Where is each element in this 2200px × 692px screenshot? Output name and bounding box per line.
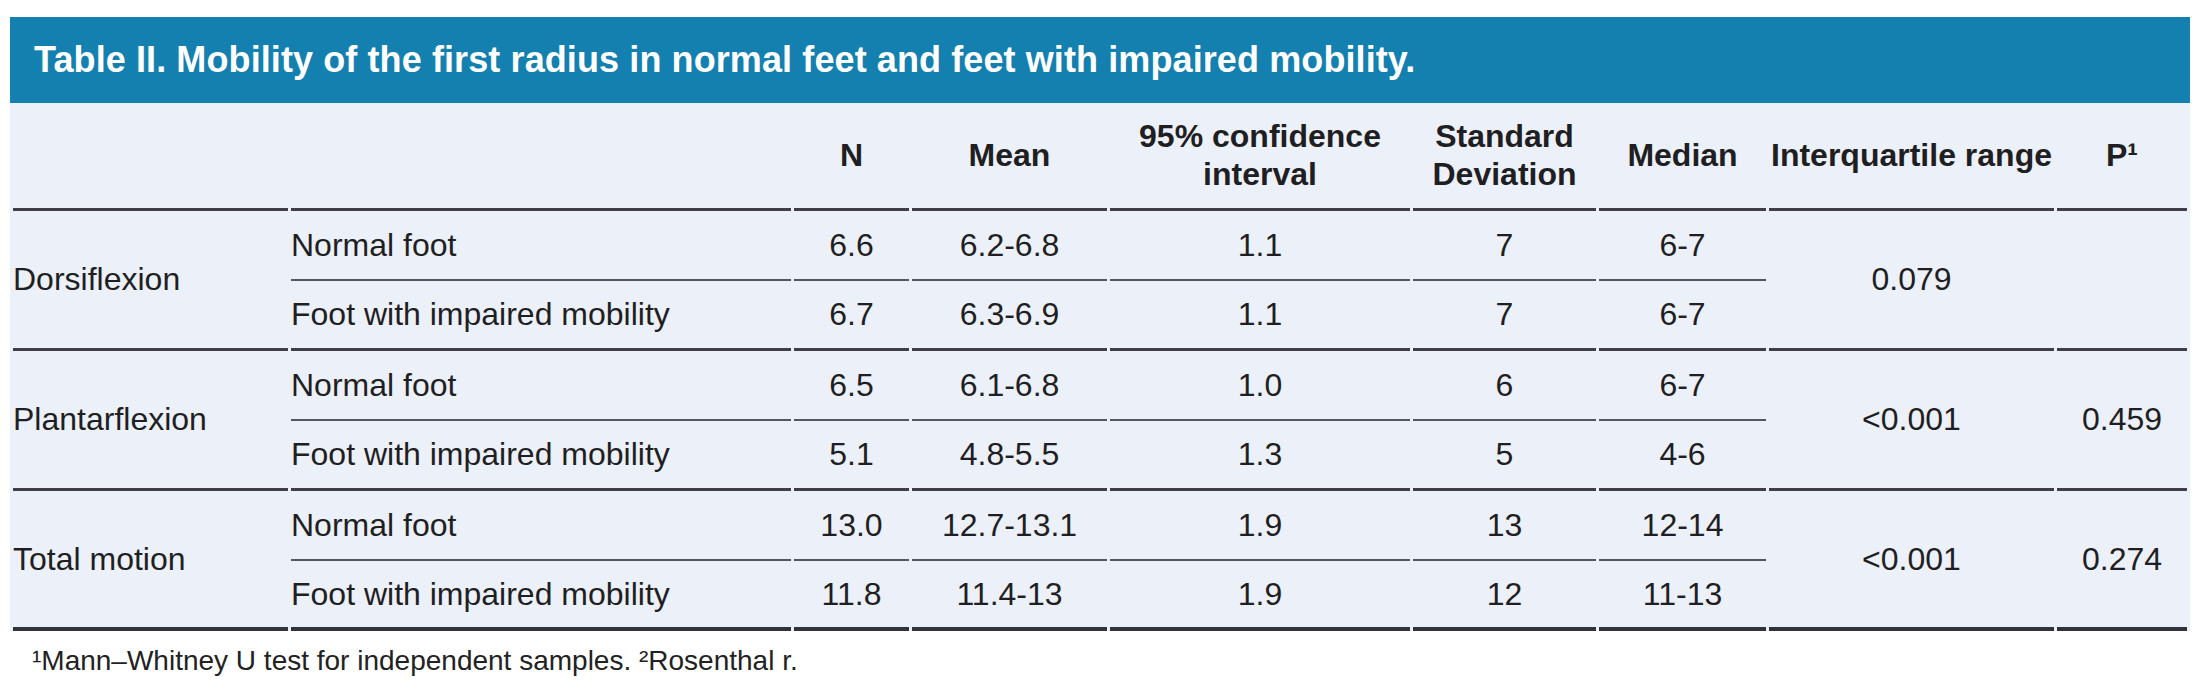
cell-mean: 6.3-6.9 — [912, 281, 1107, 351]
cell-foot-type: Foot with impaired mobility — [291, 561, 791, 631]
cell-sd: 5 — [1413, 421, 1596, 491]
cell-foot-type: Normal foot — [291, 211, 791, 281]
group-label-dorsiflexion: Dorsiflexion — [13, 211, 288, 351]
cell-foot-type: Normal foot — [291, 491, 791, 561]
mobility-table: N Mean 95% confidence interval Standard … — [10, 103, 2190, 631]
page: Table II. Mobility of the first radius i… — [0, 0, 2200, 677]
column-header-median: Median — [1599, 103, 1766, 211]
cell-sd: 12 — [1413, 561, 1596, 631]
table-row: Dorsiflexion Normal foot 6.6 6.2-6.8 1.1… — [13, 211, 2187, 281]
cell-ci: 1.0 — [1110, 351, 1410, 421]
header-blank-foot-type — [291, 103, 791, 211]
column-header-interquartile-range: Interquartile range — [1769, 103, 2054, 211]
cell-ci: 1.3 — [1110, 421, 1410, 491]
cell-sd: 6 — [1413, 351, 1596, 421]
cell-median: 6-7 — [1599, 211, 1766, 281]
cell-foot-type: Normal foot — [291, 351, 791, 421]
cell-mean: 11.4-13 — [912, 561, 1107, 631]
cell-n: 13.0 — [794, 491, 909, 561]
cell-foot-type: Foot with impaired mobility — [291, 281, 791, 351]
footnote: ¹Mann–Whitney U test for independent sam… — [32, 645, 2190, 677]
cell-n: 6.6 — [794, 211, 909, 281]
cell-sd: 7 — [1413, 211, 1596, 281]
table-title-bar: Table II. Mobility of the first radius i… — [10, 17, 2190, 103]
cell-median: 6-7 — [1599, 351, 1766, 421]
cell-p-merged: 0.459 — [2057, 351, 2187, 491]
column-header-standard-deviation: Standard Deviation — [1413, 103, 1596, 211]
cell-n: 11.8 — [794, 561, 909, 631]
cell-p-merged — [2057, 211, 2187, 351]
cell-iqr-merged: 0.079 — [1769, 211, 2054, 351]
cell-foot-type: Foot with impaired mobility — [291, 421, 791, 491]
cell-median: 4-6 — [1599, 421, 1766, 491]
cell-ci: 1.9 — [1110, 561, 1410, 631]
cell-n: 5.1 — [794, 421, 909, 491]
header-blank-group — [13, 103, 288, 211]
cell-sd: 7 — [1413, 281, 1596, 351]
cell-iqr-merged: <0.001 — [1769, 351, 2054, 491]
cell-mean: 6.1-6.8 — [912, 351, 1107, 421]
table-row: Plantarflexion Normal foot 6.5 6.1-6.8 1… — [13, 351, 2187, 421]
column-header-n: N — [794, 103, 909, 211]
cell-n: 6.5 — [794, 351, 909, 421]
cell-ci: 1.1 — [1110, 281, 1410, 351]
cell-median: 12-14 — [1599, 491, 1766, 561]
cell-n: 6.7 — [794, 281, 909, 351]
cell-median: 6-7 — [1599, 281, 1766, 351]
cell-mean: 12.7-13.1 — [912, 491, 1107, 561]
column-header-mean: Mean — [912, 103, 1107, 211]
cell-mean: 6.2-6.8 — [912, 211, 1107, 281]
cell-mean: 4.8-5.5 — [912, 421, 1107, 491]
cell-iqr-merged: <0.001 — [1769, 491, 2054, 631]
column-header-confidence-interval: 95% confidence interval — [1110, 103, 1410, 211]
cell-ci: 1.9 — [1110, 491, 1410, 561]
cell-median: 11-13 — [1599, 561, 1766, 631]
table-row: Total motion Normal foot 13.0 12.7-13.1 … — [13, 491, 2187, 561]
column-header-p: P¹ — [2057, 103, 2187, 211]
group-label-plantarflexion: Plantarflexion — [13, 351, 288, 491]
cell-sd: 13 — [1413, 491, 1596, 561]
group-label-total-motion: Total motion — [13, 491, 288, 631]
cell-ci: 1.1 — [1110, 211, 1410, 281]
header-row: N Mean 95% confidence interval Standard … — [13, 103, 2187, 211]
table-title: Table II. Mobility of the first radius i… — [34, 39, 1415, 81]
cell-p-merged: 0.274 — [2057, 491, 2187, 631]
